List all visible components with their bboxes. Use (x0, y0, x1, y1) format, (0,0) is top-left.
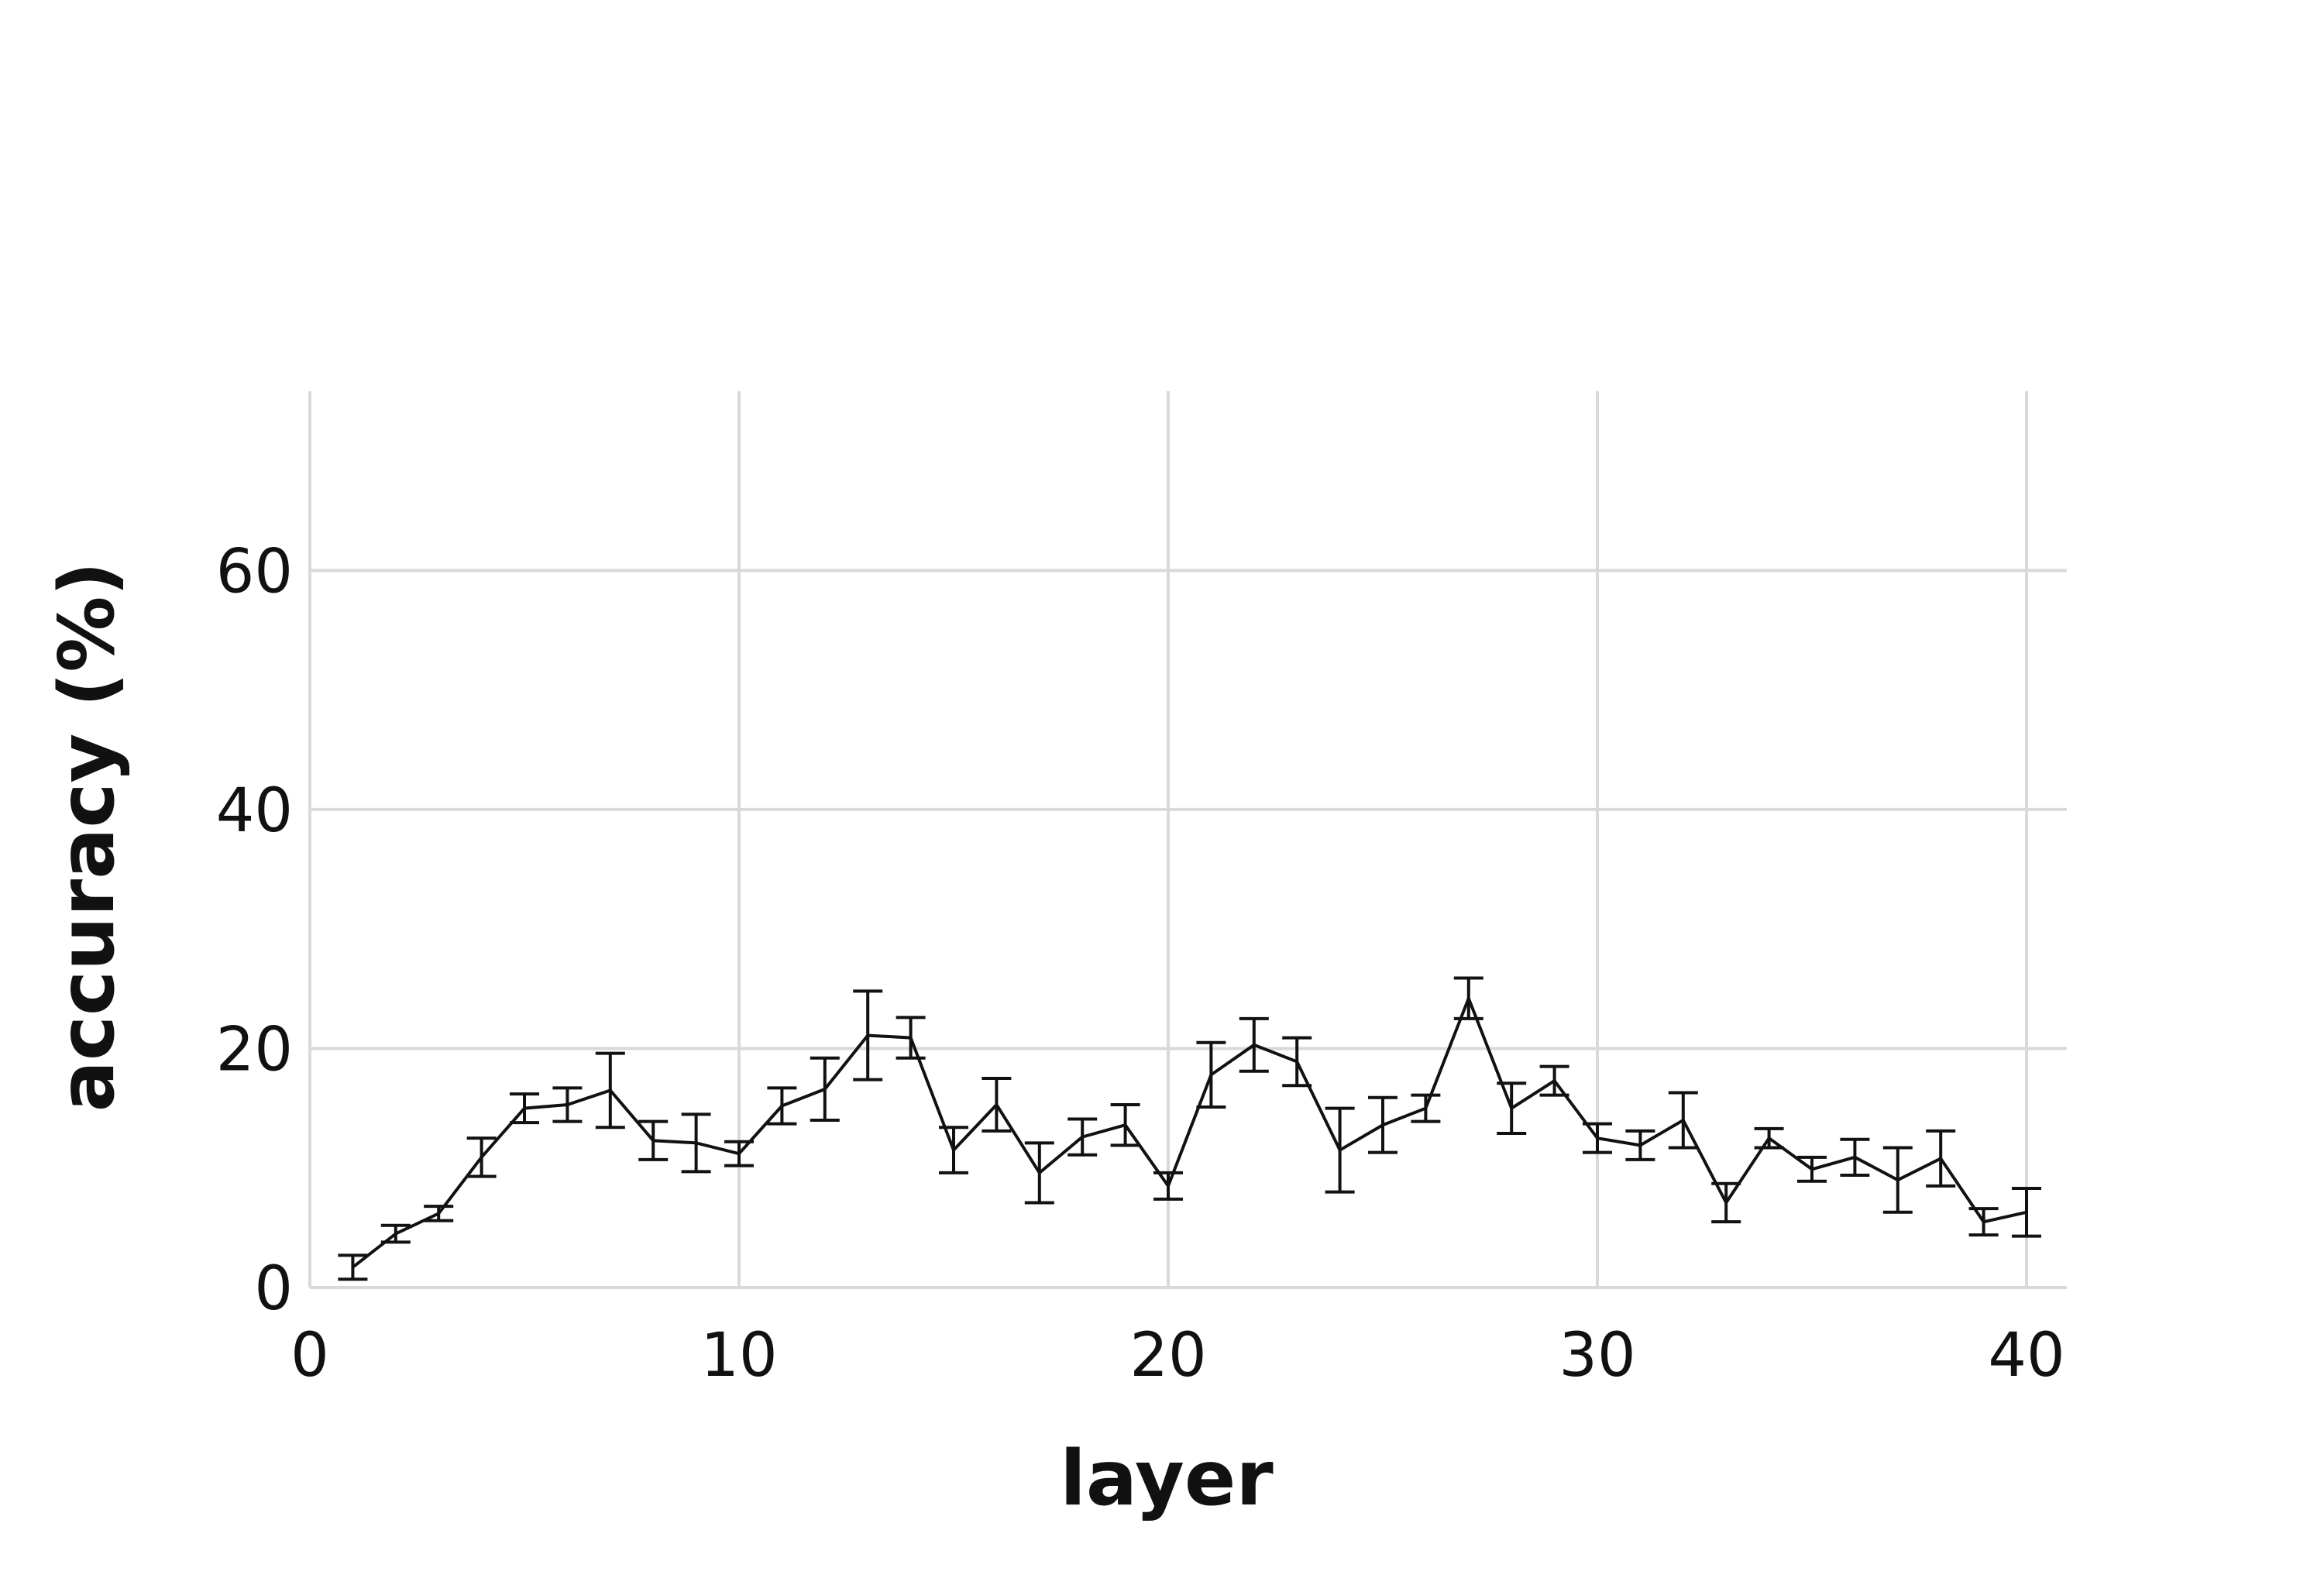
x-tick-label: 0 (290, 1321, 329, 1391)
grid (310, 391, 2067, 1288)
y-tick-label: 60 (216, 537, 293, 607)
x-tick-labels: 0 10 20 30 40 (290, 1321, 2064, 1391)
x-axis-title: layer (1060, 1435, 1274, 1523)
series-lines (352, 994, 2027, 1269)
y-tick-label: 0 (254, 1254, 293, 1324)
axes (308, 391, 2067, 1289)
y-tick-label: 20 (216, 1015, 293, 1085)
x-tick-label: 40 (1988, 1321, 2064, 1391)
series-line (352, 994, 2027, 1269)
x-tick-label: 30 (1559, 1321, 1635, 1391)
y-axis-title: accuracy (%) (43, 562, 132, 1112)
y-tick-label: 40 (216, 776, 293, 846)
y-tick-labels: 0 20 40 60 (216, 537, 293, 1324)
x-tick-label: 20 (1129, 1321, 1206, 1391)
x-tick-label: 10 (700, 1321, 777, 1391)
